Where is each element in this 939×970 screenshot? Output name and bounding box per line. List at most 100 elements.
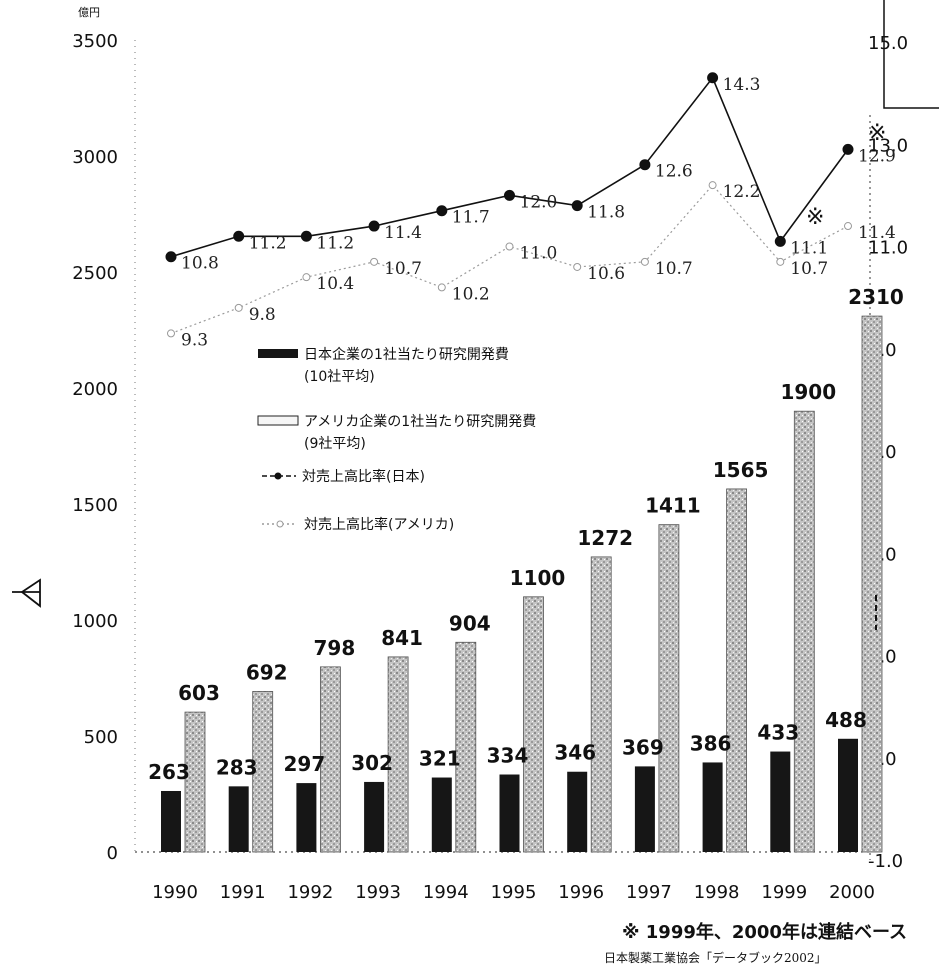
left-axis-tick-labels: 0 500 1000 1500 2000 2500 3000 3500 bbox=[72, 31, 118, 864]
point-us-ratio bbox=[302, 273, 311, 282]
point-us-ratio bbox=[505, 242, 514, 251]
x-tick-label: 1993 bbox=[355, 882, 401, 903]
point-japan-ratio bbox=[842, 143, 854, 155]
y2-tick-label: -1.0 bbox=[868, 851, 903, 872]
x-tick-label: 1996 bbox=[558, 882, 604, 903]
bar-label-japan: 386 bbox=[690, 731, 732, 755]
legend-label-japan-bar: 日本企業の1社当たり研究開発費 bbox=[304, 346, 509, 363]
bar-label-us: 1272 bbox=[577, 526, 633, 550]
point-label-us-ratio: 10.2 bbox=[452, 284, 490, 304]
point-japan-ratio bbox=[233, 230, 245, 242]
bar-us bbox=[726, 488, 747, 853]
point-japan-ratio bbox=[504, 189, 515, 201]
point-japan-ratio bbox=[707, 72, 719, 84]
x-tick-label: 1995 bbox=[491, 882, 537, 903]
legend-swatch-us-bar bbox=[257, 415, 299, 426]
bar-japan bbox=[634, 766, 655, 852]
y-tick-label: 1000 bbox=[72, 611, 118, 632]
bar-label-us: 1100 bbox=[510, 566, 566, 590]
bar-label-us: 603 bbox=[178, 681, 220, 705]
page-mark-icon bbox=[20, 578, 41, 608]
bar-japan bbox=[838, 738, 858, 852]
x-tick-label: 2000 bbox=[829, 882, 875, 903]
point-label-japan-ratio: 10.8 bbox=[181, 254, 219, 274]
point-us-ratio bbox=[640, 257, 649, 266]
bar-label-japan: 488 bbox=[825, 708, 867, 732]
point-us-ratio bbox=[167, 329, 175, 338]
bar-label-us: 1411 bbox=[645, 494, 701, 518]
y-tick-label: 2000 bbox=[72, 379, 118, 400]
x-tick-label: 1990 bbox=[152, 882, 198, 903]
point-label-us-ratio: 10.7 bbox=[790, 259, 828, 279]
point-label-us-ratio: 10.4 bbox=[316, 274, 354, 294]
y2-tick-label: 15.0 bbox=[868, 33, 908, 54]
point-label-japan-ratio: 12.0 bbox=[520, 192, 558, 212]
legend-marker-us-line bbox=[276, 520, 284, 528]
legend-swatch-japan-bar bbox=[258, 349, 298, 358]
point-label-japan-ratio: 11.2 bbox=[316, 233, 354, 253]
legend-label-japan-line: 対売上高比率(日本) bbox=[302, 468, 425, 485]
y-tick-label: 3000 bbox=[72, 147, 118, 168]
bar-label-japan: 283 bbox=[216, 755, 258, 779]
point-us-ratio bbox=[708, 181, 717, 190]
bar-us bbox=[523, 596, 544, 853]
bar-japan bbox=[770, 751, 791, 852]
line-us-ratio bbox=[170, 184, 849, 334]
point-japan-ratio bbox=[774, 235, 786, 247]
bar-us bbox=[319, 666, 341, 853]
bar-us bbox=[184, 711, 206, 853]
bar-label-japan: 433 bbox=[757, 721, 799, 745]
point-japan-ratio bbox=[368, 220, 380, 232]
point-label-us-ratio: 12.2 bbox=[723, 182, 761, 202]
point-us-ratio bbox=[573, 262, 582, 271]
point-label-japan-ratio: 11.2 bbox=[249, 233, 287, 253]
bar-label-japan: 263 bbox=[148, 760, 190, 784]
consolidated-mark-us: ※ bbox=[806, 205, 824, 230]
point-label-us-ratio: 9.3 bbox=[181, 330, 208, 350]
y-tick-label: 3500 bbox=[72, 31, 118, 52]
point-label-japan-ratio: 11.7 bbox=[452, 208, 490, 228]
bar-label-us: 2310 bbox=[848, 285, 904, 309]
bars: 263 603 283 692 297 798 302 841 321 904 334 1100 346… bbox=[148, 285, 904, 853]
top-right-box-frame bbox=[883, 0, 939, 109]
ratio-lines: 9.39.810.410.710.211.010.6 10.712.210.711… bbox=[165, 72, 896, 350]
bar-label-japan: 302 bbox=[351, 751, 393, 775]
legend: 日本企業の1社当たり研究開発費 (10社平均) アメリカ企業の1社当たり研究開発… bbox=[257, 346, 536, 533]
bar-label-us: 1565 bbox=[713, 458, 769, 482]
bar-label-us: 841 bbox=[381, 626, 423, 650]
point-japan-ratio bbox=[571, 200, 583, 212]
point-us-ratio bbox=[776, 257, 785, 266]
point-label-japan-ratio: 14.3 bbox=[723, 75, 761, 95]
point-japan-ratio bbox=[639, 159, 651, 171]
line-japan-ratio bbox=[170, 76, 849, 258]
bar-label-japan: 346 bbox=[554, 741, 596, 765]
y-axis-unit: 億円 bbox=[78, 6, 100, 19]
bar-label-japan: 334 bbox=[487, 744, 529, 768]
x-tick-label: 1998 bbox=[694, 882, 740, 903]
y-tick-label: 0 bbox=[107, 843, 118, 864]
point-label-us-ratio: 10.6 bbox=[587, 264, 625, 284]
bar-us bbox=[793, 410, 815, 853]
bar-us bbox=[861, 315, 883, 853]
x-tick-label: 1997 bbox=[626, 882, 672, 903]
bar-label-us: 798 bbox=[314, 636, 356, 660]
bar-label-japan: 297 bbox=[284, 752, 326, 776]
point-label-japan-ratio: 11.4 bbox=[384, 223, 422, 243]
point-japan-ratio bbox=[436, 205, 448, 217]
bar-label-japan: 321 bbox=[419, 747, 461, 771]
bar-japan bbox=[431, 777, 452, 852]
x-tick-label: 1992 bbox=[287, 882, 333, 903]
bar-us bbox=[590, 556, 612, 853]
point-us-ratio bbox=[437, 283, 446, 292]
point-us-ratio bbox=[844, 222, 852, 231]
legend-marker-japan-line bbox=[274, 472, 282, 480]
bar-japan bbox=[296, 783, 317, 852]
point-label-japan-ratio: 11.1 bbox=[790, 238, 828, 258]
bar-japan bbox=[702, 762, 723, 852]
consolidated-mark-japan: ※ bbox=[868, 121, 886, 146]
y-tick-label: 2500 bbox=[72, 263, 118, 284]
point-japan-ratio bbox=[300, 230, 312, 242]
point-us-ratio bbox=[370, 257, 379, 266]
bar-japan bbox=[228, 786, 249, 852]
